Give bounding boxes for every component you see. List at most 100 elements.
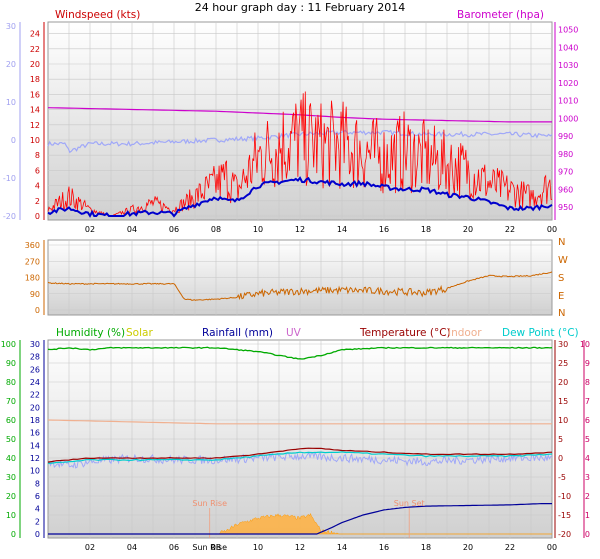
rain-tick-label: 20 — [30, 403, 40, 412]
rain-tick-label: 14 — [30, 441, 40, 450]
uv-tick-label: 10 — [580, 340, 590, 349]
temperature-x-tick-label: 02 — [85, 543, 95, 552]
windspeed-tick-label: 24 — [30, 30, 40, 39]
sunrise-annotation: Sun Rise — [192, 499, 227, 508]
windspeed-tick-label: 10 — [30, 136, 40, 145]
windspeed-tick-label: 22 — [30, 45, 40, 54]
wind-direction-line — [47, 271, 553, 301]
wind-x-tick-label: 18 — [421, 225, 431, 234]
wind-barometer-panel: Windspeed (kts) Barometer (hpa) 3020100-… — [3, 9, 578, 234]
direction-tick-label: 180 — [25, 274, 40, 283]
temperature-axis-ticks: 1009080706050403020100302826242220181614… — [1, 340, 590, 539]
temperature-x-tick-label: 16 — [379, 543, 389, 552]
windspeed-tick-label: 4 — [35, 182, 40, 191]
windspeed-tick-label: 8 — [35, 151, 40, 160]
temperature-x-tick-label: 08 — [211, 543, 221, 552]
outer-left-tick-label: -20 — [3, 212, 16, 221]
temperature-tick-label: 0 — [558, 454, 563, 463]
temperature-x-tick-label: 06 — [169, 543, 179, 552]
temperature-x-tick-label: 22 — [505, 543, 515, 552]
wind-x-tick-label: 10 — [253, 225, 263, 234]
rain-tick-label: 0 — [35, 530, 40, 539]
windspeed-axis-label: Windspeed (kts) — [55, 9, 140, 21]
temperature-x-tick-label: 12 — [295, 543, 305, 552]
chart-title: 24 hour graph day : 11 February 2014 — [195, 1, 406, 14]
direction-axis-ticks: 360 270 180 90 0 — [25, 240, 45, 315]
wind-x-tick-label: 16 — [379, 225, 389, 234]
rain-tick-label: 28 — [30, 353, 40, 362]
uv-tick-label: 6 — [585, 416, 590, 425]
temperature-x-tick-label: 04 — [127, 543, 137, 552]
legend-temperature: Temperature (°C) — [359, 327, 451, 339]
temperature-tick-label: -20 — [558, 530, 571, 539]
humidity-tick-label: 70 — [6, 397, 16, 406]
uv-tick-label: 0 — [585, 530, 590, 539]
windspeed-tick-label: 18 — [30, 75, 40, 84]
humidity-line — [47, 346, 553, 360]
windspeed-tick-label: 20 — [30, 60, 40, 69]
rain-tick-label: 18 — [30, 416, 40, 425]
uv-tick-label: 8 — [585, 378, 590, 387]
direction-tick-label: 270 — [25, 257, 40, 266]
humidity-tick-label: 100 — [1, 340, 16, 349]
barometer-tick-label: 950 — [558, 203, 573, 212]
temperature-tick-label: -15 — [558, 511, 571, 520]
direction-letter: N — [558, 308, 565, 319]
dewpoint-line — [47, 451, 553, 464]
barometer-tick-label: 970 — [558, 168, 573, 177]
wind-x-tick-label: 22 — [505, 225, 515, 234]
temperature-tick-label: 20 — [558, 378, 568, 387]
humidity-tick-label: 10 — [6, 511, 16, 520]
wind-axis-ticks: 3020100-10-20242220181614121086420105010… — [3, 22, 578, 221]
humidity-tick-label: 0 — [11, 530, 16, 539]
legend-indoor: Indoor — [448, 327, 482, 339]
humidity-tick-label: 60 — [6, 416, 16, 425]
barometer-tick-label: 1010 — [558, 97, 578, 106]
rain-tick-label: 12 — [30, 454, 40, 463]
windspeed-tick-label: 12 — [30, 121, 40, 130]
wind-x-tick-label: 04 — [127, 225, 137, 234]
direction-letter: N — [558, 237, 565, 248]
outer-left-tick-label: -10 — [3, 174, 16, 183]
uv-tick-label: 7 — [585, 397, 590, 406]
wind-x-tick-label: 12 — [295, 225, 305, 234]
temperature-tick-label: 10 — [558, 416, 568, 425]
rainfall-line — [48, 503, 552, 535]
direction-tick-label: 0 — [35, 306, 40, 315]
rain-tick-label: 24 — [30, 378, 40, 387]
barometer-tick-label: 990 — [558, 132, 573, 141]
rain-tick-label: 4 — [35, 505, 40, 514]
wind-gust-line — [47, 91, 553, 217]
uv-tick-label: 5 — [585, 435, 590, 444]
legend-dewpoint: Dew Point (°C) — [502, 327, 579, 339]
humidity-tick-label: 40 — [6, 454, 16, 463]
rain-tick-label: 10 — [30, 467, 40, 476]
temperature-x-tick-label: 14 — [337, 543, 347, 552]
barometer-axis-label: Barometer (hpa) — [457, 9, 544, 21]
humidity-temperature-panel: Humidity (%) Solar Rainfall (mm) UV Temp… — [1, 327, 590, 552]
outer-left-tick-label: 20 — [6, 60, 16, 69]
outdoor-temperature-line — [47, 129, 553, 154]
temperature-x-ticks: 02 04 06 08 10 12 14 16 18 20 22 00 — [85, 543, 557, 552]
temperature-line — [47, 447, 553, 463]
indoor-line — [47, 419, 552, 425]
direction-tick-label: 90 — [30, 290, 40, 299]
rain-tick-label: 26 — [30, 365, 40, 374]
rain-tick-label: 30 — [30, 340, 40, 349]
uv-tick-label: 3 — [585, 473, 590, 482]
legend-solar: Solar — [126, 327, 153, 339]
rain-tick-label: 8 — [35, 479, 40, 488]
windspeed-tick-label: 6 — [35, 166, 40, 175]
temperature-tick-label: 5 — [558, 435, 563, 444]
sunset-annotation: Sun Set — [394, 499, 425, 508]
temperature-tick-label: 25 — [558, 359, 568, 368]
windspeed-tick-label: 2 — [35, 197, 40, 206]
direction-letter: W — [558, 255, 568, 266]
wind-x-tick-label: 20 — [463, 225, 473, 234]
outer-left-tick-label: 30 — [6, 22, 16, 31]
windspeed-tick-label: 14 — [30, 106, 40, 115]
humidity-tick-label: 50 — [6, 435, 16, 444]
